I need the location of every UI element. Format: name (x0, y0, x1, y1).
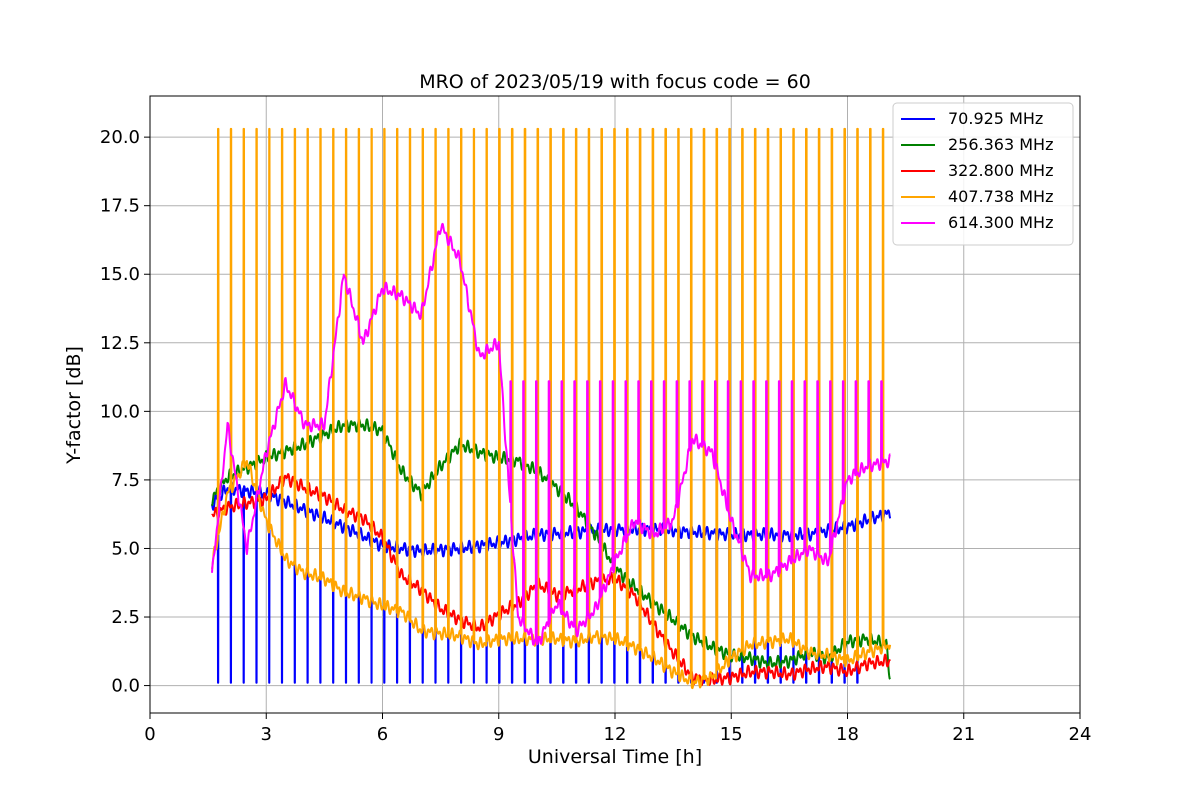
y-axis-label: Y-factor [dB] (63, 346, 85, 465)
legend-label: 614.300 MHz (948, 213, 1053, 232)
y-tick-label: 5.0 (111, 538, 140, 559)
legend-box (892, 102, 1074, 246)
x-tick-label: 21 (952, 724, 975, 745)
legend-label: 256.363 MHz (948, 135, 1053, 154)
y-tick-label: 2.5 (111, 607, 140, 628)
legend: 70.925 MHz 256.363 MHz 322.800 MHz 407.738 … (892, 102, 1074, 246)
legend-label: 322.800 MHz (948, 161, 1053, 180)
series-line-614-300-mhz (211, 222, 891, 646)
y-ticks: 0.0 2.5 5.0 7.5 10.0 12.5 15.0 17.5 20.0 (100, 127, 150, 697)
legend-label: 407.738 MHz (948, 187, 1053, 206)
y-tick-label: 17.5 (100, 196, 140, 217)
x-tick-label: 12 (604, 724, 627, 745)
series-line-407-738-mhz (211, 127, 892, 690)
x-axis-label: Universal Time [h] (528, 746, 702, 768)
chart-title: MRO of 2023/05/19 with focus code = 60 (419, 71, 811, 93)
x-tick-label: 6 (377, 724, 388, 745)
x-tick-label: 3 (261, 724, 272, 745)
x-tick-label: 15 (720, 724, 743, 745)
x-tick-label: 0 (144, 724, 155, 745)
y-tick-label: 15.0 (100, 264, 140, 285)
series-layer (211, 127, 892, 690)
x-ticks: 0 3 6 9 12 15 18 21 24 (144, 713, 1091, 745)
y-tick-label: 12.5 (100, 333, 140, 354)
y-tick-label: 10.0 (100, 401, 140, 422)
y-tick-label: 20.0 (100, 127, 140, 148)
x-tick-label: 18 (836, 724, 859, 745)
legend-label: 70.925 MHz (948, 109, 1043, 128)
y-tick-label: 0.0 (111, 676, 140, 697)
y-tick-label: 7.5 (111, 470, 140, 491)
x-tick-label: 9 (493, 724, 504, 745)
x-tick-label: 24 (1069, 724, 1092, 745)
